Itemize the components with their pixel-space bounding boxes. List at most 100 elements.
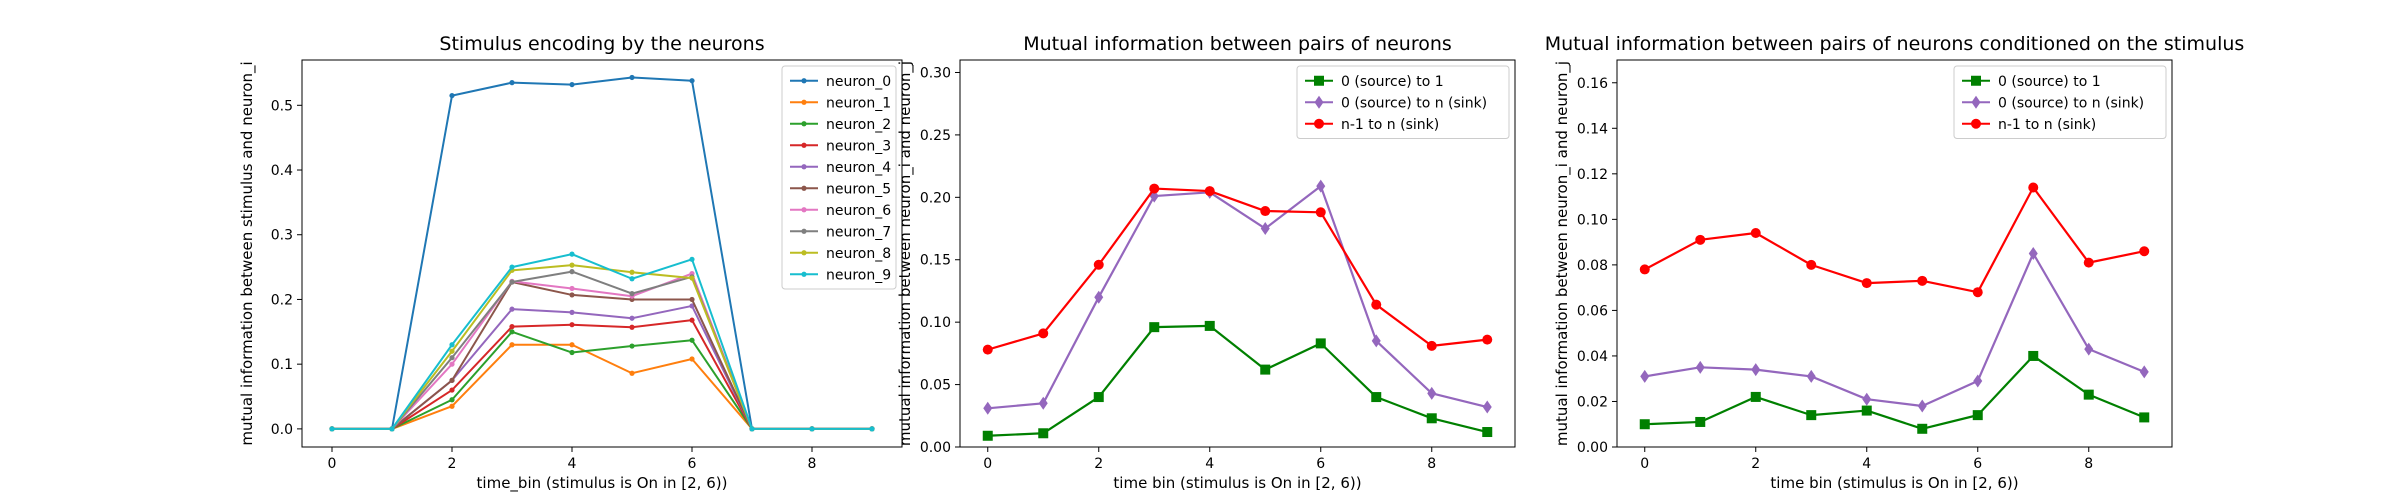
data-point bbox=[2028, 247, 2038, 260]
data-point bbox=[509, 342, 515, 348]
data-point bbox=[1149, 183, 1160, 194]
data-point bbox=[509, 264, 515, 270]
x-tick-label: 8 bbox=[808, 456, 817, 472]
data-point bbox=[569, 309, 575, 315]
y-tick-label: 0.30 bbox=[920, 65, 951, 81]
x-tick-label: 4 bbox=[568, 456, 577, 472]
data-point bbox=[449, 387, 455, 393]
data-point bbox=[1972, 410, 1983, 421]
series-n-1 to n (sink) bbox=[1639, 182, 2150, 298]
y-tick-label: 0.10 bbox=[920, 315, 951, 331]
data-point bbox=[1695, 360, 1705, 374]
legend-marker bbox=[801, 121, 807, 127]
data-point bbox=[1316, 179, 1326, 193]
legend-label: neuron_9 bbox=[826, 267, 891, 283]
series-line bbox=[987, 187, 1488, 351]
data-point bbox=[629, 74, 635, 81]
x-tick-label: 0 bbox=[328, 456, 337, 472]
data-point bbox=[869, 426, 875, 432]
y-tick-label: 0.0 bbox=[271, 422, 293, 438]
y-axis-label: mutual information between stimulus and … bbox=[238, 61, 257, 445]
series-0 (source) to 1 bbox=[982, 320, 1493, 441]
chart-panel-2: Mutual information between pairs of neur… bbox=[896, 33, 1516, 492]
series-0 (source) to n (sink) bbox=[1640, 247, 2149, 413]
x-axis-label: time bin (stimulus is On in [2, 6)) bbox=[1770, 474, 2018, 492]
y-tick-label: 0.3 bbox=[271, 228, 293, 244]
data-point bbox=[1639, 264, 1650, 275]
legend-item: neuron_1 bbox=[790, 95, 891, 111]
data-point bbox=[449, 377, 455, 383]
data-point bbox=[1482, 334, 1493, 345]
data-point bbox=[1917, 275, 1928, 286]
chart-panel-3: Mutual information between pairs of neur… bbox=[1545, 33, 2245, 492]
data-point bbox=[1260, 222, 1270, 236]
data-point bbox=[629, 324, 635, 330]
legend-item: neuron_7 bbox=[790, 224, 891, 240]
data-point bbox=[1973, 374, 1983, 388]
data-point bbox=[509, 324, 515, 330]
data-point bbox=[1639, 419, 1650, 430]
legend-marker bbox=[1971, 75, 1981, 86]
y-tick-label: 0.15 bbox=[920, 253, 951, 269]
legend-marker bbox=[801, 142, 807, 148]
data-point bbox=[509, 306, 515, 312]
legend-label: neuron_5 bbox=[826, 181, 891, 197]
legend-label: n-1 to n (sink) bbox=[1998, 117, 2096, 133]
data-point bbox=[1427, 386, 1437, 400]
data-point bbox=[1371, 334, 1381, 348]
data-point bbox=[569, 81, 575, 88]
series-0 (source) to n (sink) bbox=[983, 179, 1492, 415]
y-tick-label: 0.06 bbox=[1577, 303, 1608, 319]
data-point bbox=[1640, 369, 1650, 383]
data-point bbox=[1861, 405, 1872, 416]
series-0 (source) to 1 bbox=[1639, 350, 2150, 434]
data-point bbox=[1315, 338, 1326, 349]
data-point bbox=[1038, 396, 1048, 410]
y-tick-label: 0.16 bbox=[1577, 76, 1608, 92]
legend-marker bbox=[801, 185, 807, 191]
data-point bbox=[1806, 259, 1817, 270]
legend-item: 0 (source) to n (sink) bbox=[1305, 95, 1487, 111]
data-point bbox=[2083, 389, 2094, 400]
data-point bbox=[1038, 328, 1049, 339]
legend-item: neuron_9 bbox=[790, 267, 891, 283]
data-point bbox=[509, 329, 515, 335]
x-tick-label: 6 bbox=[1316, 456, 1325, 472]
legend-box bbox=[1953, 65, 2167, 139]
plot-frame bbox=[1616, 59, 2173, 448]
data-point bbox=[1260, 364, 1271, 375]
x-tick-label: 8 bbox=[2084, 456, 2093, 472]
data-point bbox=[2139, 365, 2149, 379]
legend-item: neuron_8 bbox=[790, 246, 891, 262]
legend-item: neuron_2 bbox=[790, 117, 891, 133]
plot-frame bbox=[959, 59, 1516, 448]
data-point bbox=[449, 361, 455, 367]
y-tick-label: 0.25 bbox=[920, 128, 951, 144]
data-point bbox=[749, 426, 755, 432]
x-tick-label: 6 bbox=[1973, 456, 1982, 472]
data-point bbox=[569, 285, 575, 292]
legend-item: 0 (source) to n (sink) bbox=[1962, 95, 2144, 111]
legend-label: 0 (source) to 1 bbox=[1998, 74, 2101, 90]
data-point bbox=[569, 251, 575, 257]
legend: 0 (source) to 1 0 (source) to n (sink) n-1… bbox=[1953, 65, 2167, 139]
data-point bbox=[389, 426, 395, 432]
data-point bbox=[1093, 392, 1104, 403]
x-tick-label: 6 bbox=[688, 456, 697, 472]
legend: 0 (source) to 1 0 (source) to n (sink) n-1… bbox=[1296, 65, 1510, 139]
legend-label: neuron_3 bbox=[826, 138, 891, 154]
data-point bbox=[1149, 322, 1160, 333]
y-tick-label: 0.00 bbox=[1577, 440, 1608, 456]
data-point bbox=[1695, 416, 1706, 427]
data-point bbox=[569, 292, 575, 298]
legend-item: 0 (source) to 1 bbox=[1305, 74, 1444, 90]
y-tick-label: 0.1 bbox=[271, 357, 293, 373]
legend-box bbox=[1296, 65, 1510, 139]
data-point bbox=[1093, 259, 1104, 270]
data-point bbox=[329, 426, 335, 432]
data-point bbox=[1751, 363, 1761, 377]
data-point bbox=[1204, 320, 1215, 331]
data-point bbox=[2084, 342, 2094, 356]
legend-label: neuron_7 bbox=[826, 224, 891, 240]
x-tick-label: 0 bbox=[1640, 456, 1649, 472]
